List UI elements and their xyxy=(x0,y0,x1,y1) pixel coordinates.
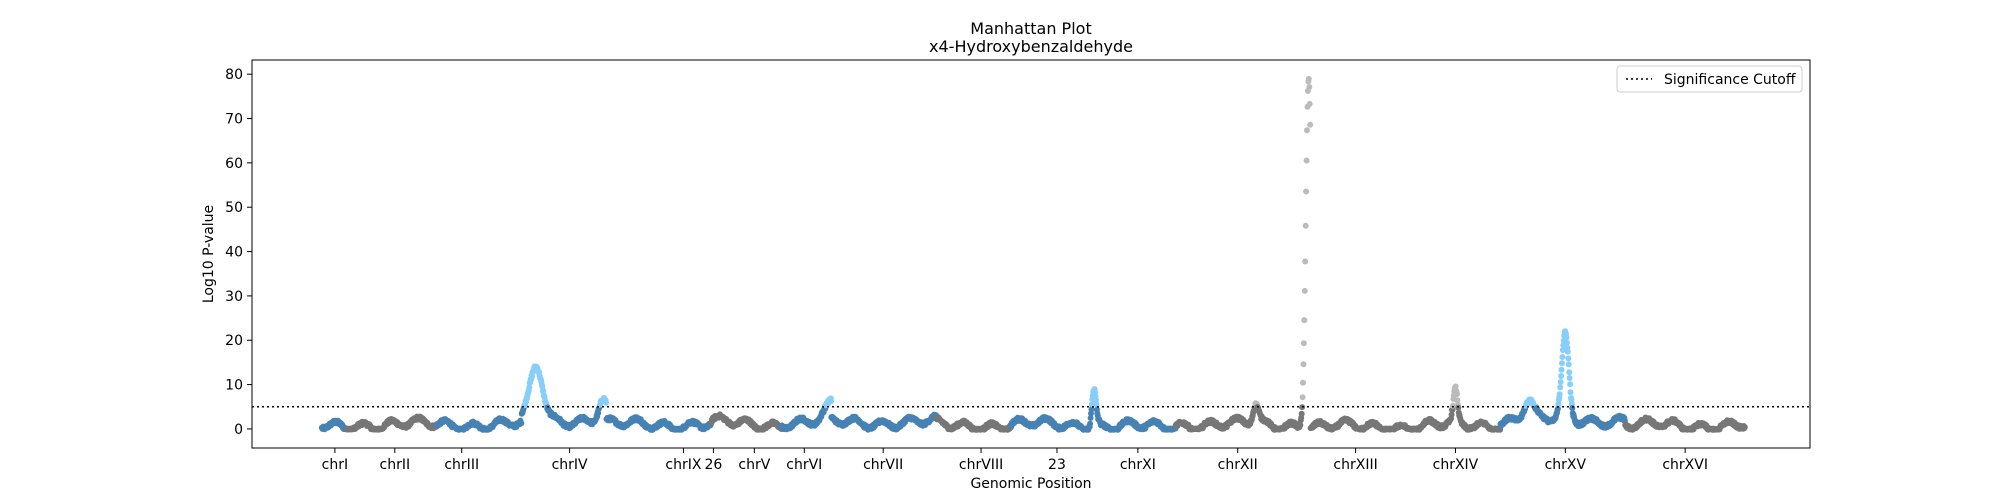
data-point xyxy=(526,384,533,391)
x-tick-label: chrV xyxy=(738,457,770,473)
x-tick-label: chrXV xyxy=(1545,457,1587,473)
y-axis-ticks: 0 10 20 30 40 50 60 70 80 xyxy=(225,67,252,438)
x-tick-label: 23 xyxy=(1048,457,1066,473)
data-point xyxy=(1565,355,1572,362)
data-point xyxy=(1304,127,1310,134)
x-tick-label: chrVII xyxy=(863,457,903,473)
y-tick-label: 0 xyxy=(234,422,243,438)
x-tick-label: chrVIII xyxy=(959,457,1003,473)
data-point xyxy=(518,420,525,427)
data-point xyxy=(1559,347,1566,353)
data-point xyxy=(1087,415,1094,421)
data-point xyxy=(1299,394,1306,401)
x-tick-label: chrXIV xyxy=(1433,457,1479,473)
x-tick-label: chrIX xyxy=(665,457,701,473)
data-point xyxy=(1300,340,1307,347)
data-point xyxy=(1303,188,1310,195)
data-point xyxy=(1306,100,1313,107)
chart-subtitle: x4-Hydroxybenzaldehyde xyxy=(929,37,1133,56)
data-point xyxy=(1297,422,1304,429)
y-tick-label: 80 xyxy=(225,67,243,83)
x-tick-label: chrIV xyxy=(552,457,588,473)
data-point xyxy=(1301,287,1308,294)
data-point xyxy=(1302,222,1309,229)
data-point xyxy=(1558,373,1565,379)
data-point xyxy=(1454,397,1461,404)
x-tick-label: chrI xyxy=(322,457,348,473)
data-point xyxy=(1300,361,1307,368)
data-point xyxy=(1557,379,1564,385)
x-tick-label: chrXI xyxy=(1120,457,1156,473)
x-tick-label: chrIII xyxy=(444,457,479,473)
data-point xyxy=(1305,75,1312,82)
y-tick-label: 70 xyxy=(225,112,243,128)
y-tick-label: 50 xyxy=(225,200,243,216)
data-point xyxy=(1298,410,1305,417)
legend-box xyxy=(1616,65,1803,93)
data-point xyxy=(1559,360,1565,367)
data-point xyxy=(1307,121,1314,128)
data-point xyxy=(1302,258,1309,265)
x-tick-label: chrXII xyxy=(1218,457,1258,473)
data-point xyxy=(1568,396,1575,403)
data-point xyxy=(1567,389,1574,396)
y-axis-label: Log10 P-value xyxy=(201,205,217,303)
x-tick-label: chrXVI xyxy=(1662,457,1708,473)
data-point xyxy=(1303,157,1310,164)
data-point xyxy=(1566,375,1573,381)
legend-cutoff-label: Significance Cutoff xyxy=(1664,72,1796,88)
data-point xyxy=(828,398,835,404)
data-point xyxy=(1301,317,1308,324)
data-point xyxy=(1741,424,1748,431)
data-point xyxy=(1565,361,1572,368)
data-point xyxy=(1566,369,1573,376)
data-point xyxy=(540,387,547,394)
plot-frame xyxy=(251,59,1811,449)
data-point xyxy=(1093,397,1099,403)
data-point xyxy=(1558,366,1565,373)
data-point xyxy=(1554,405,1561,412)
x-axis-ticks: chrI chrII chrIII chrIV chrIX 26 chrV chrVI chrV… xyxy=(322,448,1708,473)
data-point xyxy=(1454,391,1460,397)
data-point xyxy=(1567,381,1574,388)
y-tick-label: 10 xyxy=(225,378,243,394)
y-tick-label: 20 xyxy=(225,333,243,349)
chart-title: Manhattan Plot xyxy=(970,19,1091,38)
x-tick-label: chrII xyxy=(380,457,411,473)
data-point xyxy=(1087,420,1094,427)
x-axis-label: Genomic Position xyxy=(970,476,1091,492)
data-point xyxy=(1564,348,1571,355)
data-point xyxy=(1563,334,1570,341)
x-tick-label: chrVI xyxy=(786,457,822,473)
data-point xyxy=(1088,406,1095,413)
x-tick-label: chrXIII xyxy=(1333,457,1377,473)
data-points xyxy=(318,75,1748,433)
y-tick-label: 30 xyxy=(225,289,243,305)
data-point xyxy=(1300,379,1306,386)
data-point xyxy=(1559,354,1566,360)
data-point xyxy=(1555,401,1562,408)
legend: Significance Cutoff xyxy=(1616,65,1803,93)
data-point xyxy=(1557,384,1564,391)
x-tick-label: 26 xyxy=(704,457,722,473)
data-point xyxy=(603,399,610,406)
data-point xyxy=(1455,404,1462,411)
data-point xyxy=(1556,391,1563,398)
data-point xyxy=(1563,339,1570,346)
data-point xyxy=(1093,401,1100,408)
y-tick-label: 60 xyxy=(225,156,243,172)
y-tick-label: 40 xyxy=(225,245,243,261)
data-point xyxy=(1449,402,1456,409)
data-point xyxy=(1448,411,1455,418)
data-point xyxy=(1306,84,1313,90)
data-point xyxy=(1088,401,1095,408)
